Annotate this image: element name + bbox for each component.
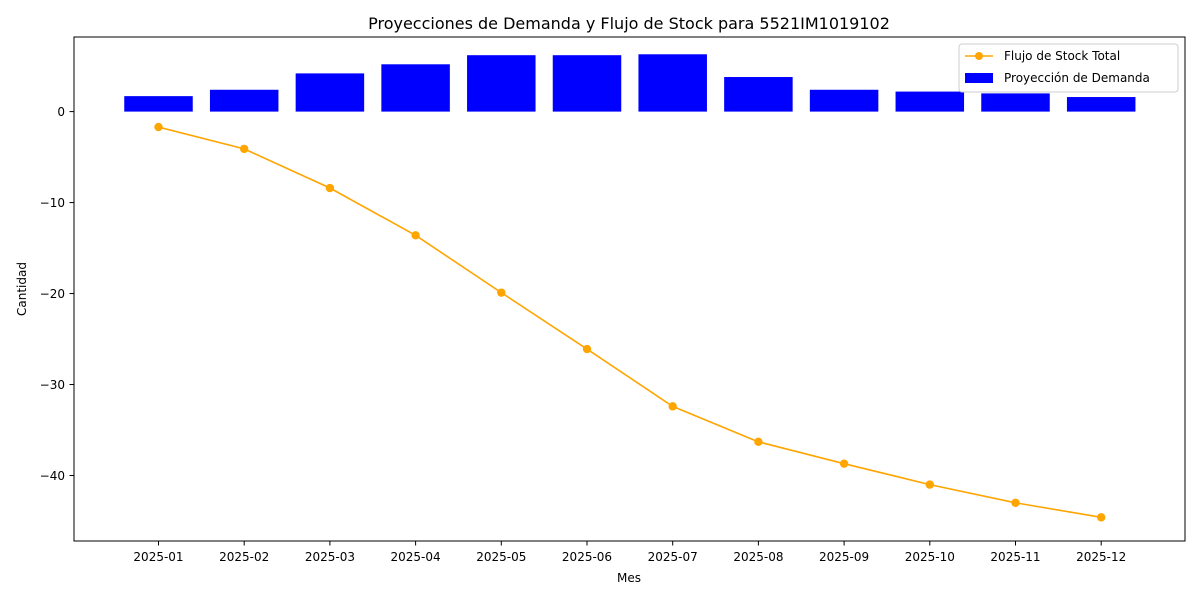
line-point-2025-11 bbox=[1011, 498, 1020, 507]
line-point-2025-07 bbox=[668, 402, 677, 411]
y-tick-label: 0 bbox=[57, 105, 65, 119]
x-tick-label: 2025-04 bbox=[391, 550, 441, 564]
legend-label-line: Flujo de Stock Total bbox=[1004, 49, 1120, 63]
x-tick-label: 2025-02 bbox=[219, 550, 269, 564]
bar-2025-03 bbox=[295, 73, 365, 112]
bar-2025-10 bbox=[895, 91, 965, 112]
legend: Flujo de Stock Total Proyección de Deman… bbox=[958, 43, 1179, 93]
y-axis-label: Cantidad bbox=[15, 262, 29, 316]
y-axis: 0 −10 −20 −30 −40 bbox=[40, 105, 74, 483]
bar-2025-01 bbox=[124, 96, 193, 112]
line-point-2025-08 bbox=[754, 437, 763, 447]
line-point-2025-05 bbox=[497, 288, 506, 297]
x-axis: 2025-01 2025-02 2025-03 2025-04 2025-05 2025-… bbox=[133, 541, 1126, 564]
bar-2025-07 bbox=[638, 54, 707, 112]
y-tick-label: −40 bbox=[40, 469, 65, 483]
x-tick-label: 2025-10 bbox=[905, 550, 955, 564]
y-tick-label: −10 bbox=[40, 196, 65, 210]
line-point-2025-04 bbox=[411, 231, 420, 240]
plot-area-frame bbox=[73, 36, 1186, 542]
bar-2025-09 bbox=[809, 89, 879, 112]
legend-line-marker bbox=[975, 52, 983, 60]
legend-bar-swatch bbox=[965, 73, 993, 83]
line-layer bbox=[154, 122, 1106, 522]
x-tick-label: 2025-09 bbox=[819, 550, 869, 564]
x-tick-label: 2025-12 bbox=[1076, 550, 1126, 564]
bar-2025-12 bbox=[1066, 97, 1136, 112]
x-tick-label: 2025-03 bbox=[305, 550, 355, 564]
x-axis-label: Mes bbox=[617, 571, 641, 585]
line-point-2025-01 bbox=[154, 122, 163, 132]
y-tick-label: −30 bbox=[40, 378, 65, 392]
x-tick-label: 2025-05 bbox=[476, 550, 526, 564]
bar-2025-04 bbox=[381, 64, 450, 112]
bars-layer bbox=[124, 54, 1136, 112]
line-point-2025-10 bbox=[925, 480, 934, 489]
line-flujo-de-stock bbox=[158, 126, 1102, 519]
y-tick-label: −20 bbox=[40, 287, 65, 301]
line-point-2025-03 bbox=[325, 183, 335, 193]
chart-title: Proyecciones de Demanda y Flujo de Stock… bbox=[368, 14, 890, 33]
legend-label-bar: Proyección de Demanda bbox=[1004, 71, 1150, 85]
x-tick-label: 2025-08 bbox=[733, 550, 783, 564]
line-point-2025-06 bbox=[582, 344, 592, 354]
bar-2025-08 bbox=[724, 77, 793, 112]
line-point-2025-12 bbox=[1097, 513, 1106, 522]
bar-2025-06 bbox=[552, 55, 622, 112]
bar-2025-05 bbox=[467, 55, 536, 112]
bar-2025-11 bbox=[981, 93, 1050, 112]
x-tick-label: 2025-07 bbox=[648, 550, 698, 564]
x-tick-label: 2025-06 bbox=[562, 550, 612, 564]
x-tick-label: 2025-11 bbox=[990, 550, 1040, 564]
x-tick-label: 2025-01 bbox=[133, 550, 183, 564]
line-point-2025-02 bbox=[240, 144, 249, 154]
line-point-2025-09 bbox=[839, 459, 849, 468]
bar-2025-02 bbox=[209, 89, 279, 112]
legend-box bbox=[958, 43, 1179, 93]
